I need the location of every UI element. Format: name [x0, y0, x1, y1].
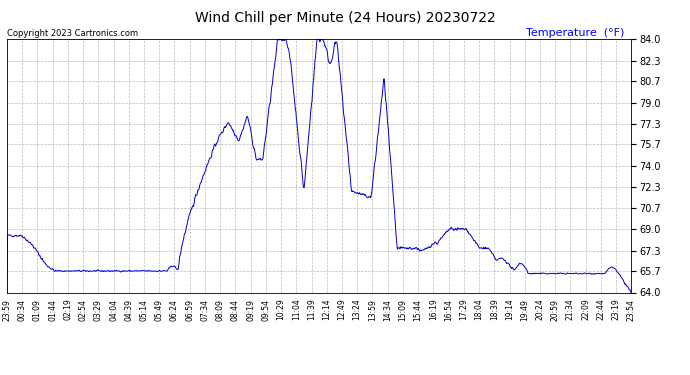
Text: Copyright 2023 Cartronics.com: Copyright 2023 Cartronics.com: [7, 28, 138, 38]
Text: Wind Chill per Minute (24 Hours) 20230722: Wind Chill per Minute (24 Hours) 2023072…: [195, 11, 495, 25]
Text: Temperature  (°F): Temperature (°F): [526, 27, 624, 38]
